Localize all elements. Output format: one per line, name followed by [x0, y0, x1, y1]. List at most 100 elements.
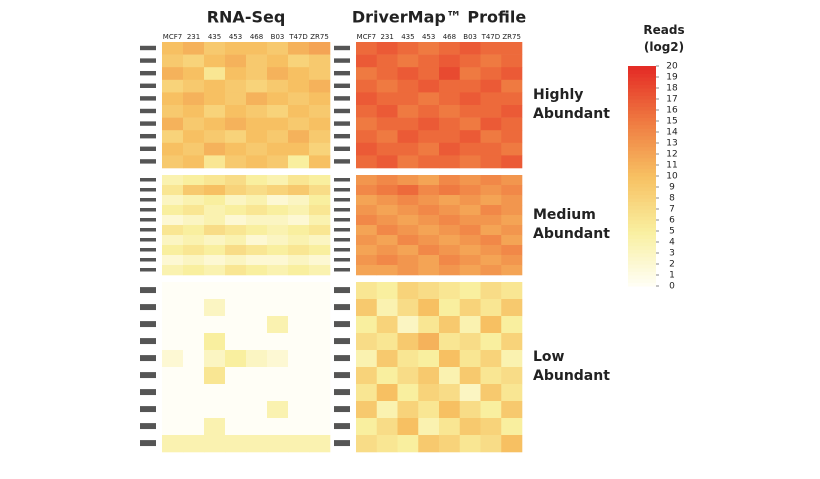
- heatmap-cell: [246, 245, 268, 256]
- heatmap-cell: [183, 418, 205, 436]
- heatmap-cell: [288, 142, 310, 156]
- heatmap-cell: [246, 350, 268, 368]
- heatmap-cell: [439, 350, 461, 368]
- heatmap-cell: [459, 435, 481, 453]
- heatmap-cell: [480, 418, 502, 436]
- colorbar-segment: [628, 278, 656, 283]
- heatmap-cell: [183, 435, 205, 453]
- heatmap-cell: [356, 92, 378, 106]
- heatmap-cell: [288, 235, 310, 246]
- heatmap-cell: [288, 185, 310, 196]
- heatmap-cell: [267, 265, 289, 276]
- heatmap-cell: [459, 142, 481, 156]
- colorbar-tick-label: 20: [666, 62, 678, 72]
- colorbar-segment: [628, 91, 656, 96]
- colorbar-segment: [628, 80, 656, 85]
- heatmap-cell: [288, 245, 310, 256]
- heatmap-cell: [162, 333, 184, 351]
- heatmap-cell: [246, 265, 268, 276]
- heatmap-cell: [183, 205, 205, 216]
- heatmap-cell: [162, 245, 184, 256]
- colorbar-segment: [628, 99, 656, 104]
- colorbar-segment: [628, 132, 656, 137]
- heatmap-cell: [439, 155, 461, 169]
- heatmap-cell: [204, 185, 226, 196]
- heatmap-cell: [397, 54, 419, 68]
- row-label-placeholder: [140, 287, 156, 294]
- heatmap-cell: [267, 142, 289, 156]
- row-label-placeholder: [334, 304, 350, 311]
- heatmap-cell: [480, 54, 502, 68]
- colorbar-segment: [628, 275, 656, 280]
- heatmap-cell: [459, 54, 481, 68]
- heatmap-cell: [439, 435, 461, 453]
- heatmap-cell: [162, 185, 184, 196]
- heatmap-cell: [246, 215, 268, 226]
- colorbar-tick-label: 6: [669, 216, 675, 226]
- colorbar-segment: [628, 146, 656, 151]
- heatmap-cell: [439, 215, 461, 226]
- column-label: T47D: [288, 33, 308, 41]
- heatmap-cell: [183, 92, 205, 106]
- heatmap-cell: [418, 418, 440, 436]
- heatmap-cell: [183, 299, 205, 317]
- column-label: 231: [380, 33, 393, 41]
- heatmap-cell: [418, 117, 440, 131]
- heatmap-cell: [204, 333, 226, 351]
- column-label: MCF7: [357, 33, 376, 41]
- colorbar-segment: [628, 165, 656, 170]
- heatmap-cell: [418, 175, 440, 186]
- heatmap-cell: [267, 195, 289, 206]
- heatmap-cell: [459, 235, 481, 246]
- heatmap-cell: [501, 195, 523, 206]
- column-label: 453: [422, 33, 435, 41]
- heatmap-cell: [418, 333, 440, 351]
- heatmap-cell: [267, 67, 289, 81]
- heatmap-cell: [501, 175, 523, 186]
- heatmap-cell: [418, 79, 440, 93]
- colorbar-segment: [628, 143, 656, 148]
- row-label-placeholder: [334, 133, 350, 139]
- heatmap-cell: [439, 185, 461, 196]
- heatmap-cell: [309, 418, 331, 436]
- heatmap-cell: [246, 205, 268, 216]
- heatmap-cell: [246, 142, 268, 156]
- colorbar-segment: [628, 128, 656, 133]
- row-label-placeholder: [334, 83, 350, 88]
- heatmap-cell: [246, 175, 268, 186]
- row-label-placeholder: [140, 45, 156, 51]
- heatmap-cell: [459, 185, 481, 196]
- heatmap-cell: [204, 155, 226, 169]
- colorbar-segment: [628, 209, 656, 214]
- colorbar-segment: [628, 256, 656, 261]
- heatmap-cell: [309, 333, 331, 351]
- heatmap-cell: [246, 195, 268, 206]
- heatmap-cell: [501, 435, 523, 453]
- column-label: MCF7: [163, 33, 182, 41]
- heatmap-cell: [439, 384, 461, 402]
- heatmap-cell: [480, 255, 502, 266]
- heatmap-cell: [376, 175, 398, 186]
- colorbar-segment: [628, 88, 656, 93]
- heatmap-cell: [459, 401, 481, 419]
- heatmap-cell: [225, 105, 247, 118]
- heatmap-cell: [309, 155, 331, 169]
- heatmap-cell: [288, 205, 310, 216]
- heatmap-cell: [267, 205, 289, 216]
- heatmap-cell: [225, 384, 247, 402]
- heatmap-cell: [288, 299, 310, 317]
- heatmap-cell: [309, 401, 331, 419]
- heatmap-cell: [356, 195, 378, 206]
- heatmap-cell: [204, 235, 226, 246]
- heatmap-cell: [480, 350, 502, 368]
- heatmap-cell: [459, 92, 481, 106]
- heatmap-cell: [309, 79, 331, 93]
- heatmap-cell: [162, 175, 184, 186]
- colorbar-tick-label: 7: [669, 205, 675, 215]
- heatmap-cell: [288, 401, 310, 419]
- row-label-placeholder: [334, 159, 350, 164]
- heatmap-cell: [439, 245, 461, 256]
- heatmap-cell: [376, 384, 398, 402]
- row-label-placeholder: [334, 108, 350, 114]
- heatmap-cell: [397, 282, 419, 300]
